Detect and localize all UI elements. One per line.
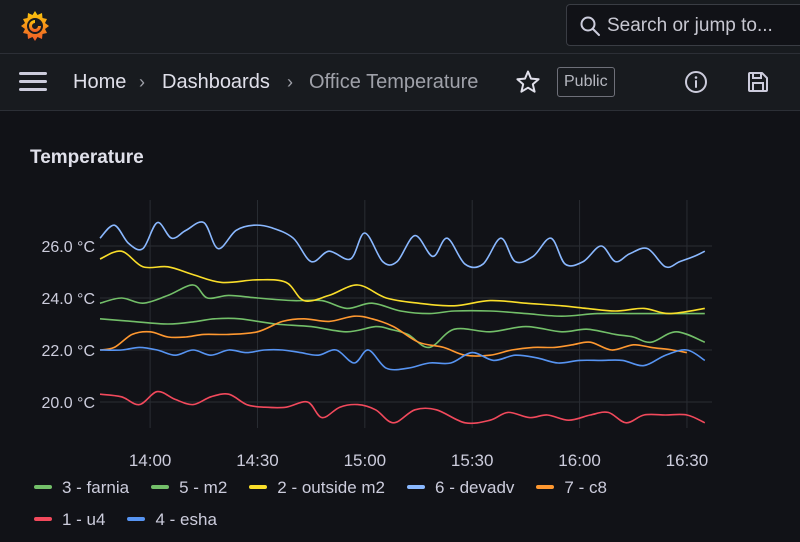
panel-title: Temperature bbox=[30, 147, 144, 168]
series-line-4-esha bbox=[99, 346, 706, 371]
x-tick-label: 16:00 bbox=[558, 451, 601, 470]
legend-row: 1 - u4 4 - esha bbox=[34, 510, 239, 532]
series-line-5-m2 bbox=[99, 284, 705, 317]
temperature-chart: 20.0 °C22.0 °C24.0 °C26.0 °C 14:00 14:30 1… bbox=[41, 200, 712, 470]
menu-icon[interactable] bbox=[19, 70, 49, 94]
series-line-7-c8 bbox=[99, 315, 688, 357]
legend-item[interactable]: 3 - farnia bbox=[34, 478, 129, 498]
y-tick-label: 24.0 °C bbox=[41, 291, 95, 308]
public-badge: Public bbox=[557, 67, 615, 97]
y-tick-label: 26.0 °C bbox=[41, 239, 95, 256]
legend-item[interactable]: 2 - outside m2 bbox=[249, 478, 385, 498]
breadcrumb-separator: › bbox=[139, 72, 145, 92]
series-line-3-farnia bbox=[99, 317, 706, 349]
y-axis: 20.0 °C 22.0 °C 24.0 °C 26.0 °C bbox=[41, 239, 95, 412]
x-tick-label: 16:30 bbox=[666, 451, 709, 470]
legend-label: 1 - u4 bbox=[62, 510, 106, 529]
save-icon[interactable] bbox=[746, 70, 770, 94]
legend-item[interactable]: 1 - u4 bbox=[34, 510, 105, 530]
legend-label: 2 - outside m2 bbox=[277, 478, 386, 497]
series-line-2-outside-m2 bbox=[99, 250, 705, 315]
chart-series bbox=[99, 221, 706, 425]
x-tick-label: 14:00 bbox=[129, 451, 172, 470]
grafana-logo-icon[interactable] bbox=[18, 9, 52, 43]
series-line-6-devadv bbox=[99, 221, 706, 269]
legend-item[interactable]: 7 - c8 bbox=[536, 478, 607, 498]
y-tick-label: 22.0 °C bbox=[41, 343, 95, 360]
legend-label: 5 - m2 bbox=[179, 478, 228, 497]
nav-bar: Home › Dashboards › Office Temperature P… bbox=[0, 54, 800, 111]
legend-swatch bbox=[151, 484, 170, 489]
legend-swatch bbox=[127, 516, 146, 521]
search-placeholder: Search or jump to... bbox=[607, 15, 773, 36]
breadcrumb-separator: › bbox=[287, 72, 293, 92]
x-axis: 14:00 14:30 15:00 15:30 16:00 16:30 bbox=[129, 451, 708, 470]
info-icon[interactable] bbox=[684, 70, 708, 94]
legend-row: 3 - farnia 5 - m2 2 - outside m2 6 - devadv… bbox=[34, 478, 629, 500]
legend-swatch bbox=[249, 484, 268, 489]
breadcrumb-dashboards[interactable]: Dashboards bbox=[162, 71, 270, 93]
star-icon[interactable] bbox=[515, 69, 541, 95]
legend-label: 3 - farnia bbox=[62, 478, 130, 497]
x-tick-label: 15:00 bbox=[344, 451, 387, 470]
legend-item[interactable]: 6 - devadv bbox=[407, 478, 514, 498]
top-bar: Search or jump to... bbox=[0, 0, 800, 54]
legend-label: 6 - devadv bbox=[435, 478, 515, 497]
breadcrumb-home[interactable]: Home bbox=[73, 71, 127, 93]
legend-item[interactable]: 5 - m2 bbox=[151, 478, 227, 498]
search-icon bbox=[580, 16, 600, 36]
legend-swatch bbox=[34, 516, 52, 521]
legend-swatch bbox=[536, 484, 555, 489]
legend-swatch bbox=[34, 484, 52, 489]
breadcrumb-current: Office Temperature bbox=[309, 71, 479, 93]
legend-item[interactable]: 4 - esha bbox=[127, 510, 217, 530]
search-input[interactable]: Search or jump to... bbox=[566, 4, 800, 46]
legend-label: 7 - c8 bbox=[564, 478, 607, 497]
legend-swatch bbox=[407, 484, 426, 489]
x-tick-label: 14:30 bbox=[236, 451, 279, 470]
legend-label: 4 - esha bbox=[155, 510, 217, 529]
series-line-1-u4 bbox=[99, 390, 706, 425]
x-tick-label: 15:30 bbox=[451, 451, 494, 470]
y-tick-label: 20.0 °C bbox=[41, 395, 95, 412]
